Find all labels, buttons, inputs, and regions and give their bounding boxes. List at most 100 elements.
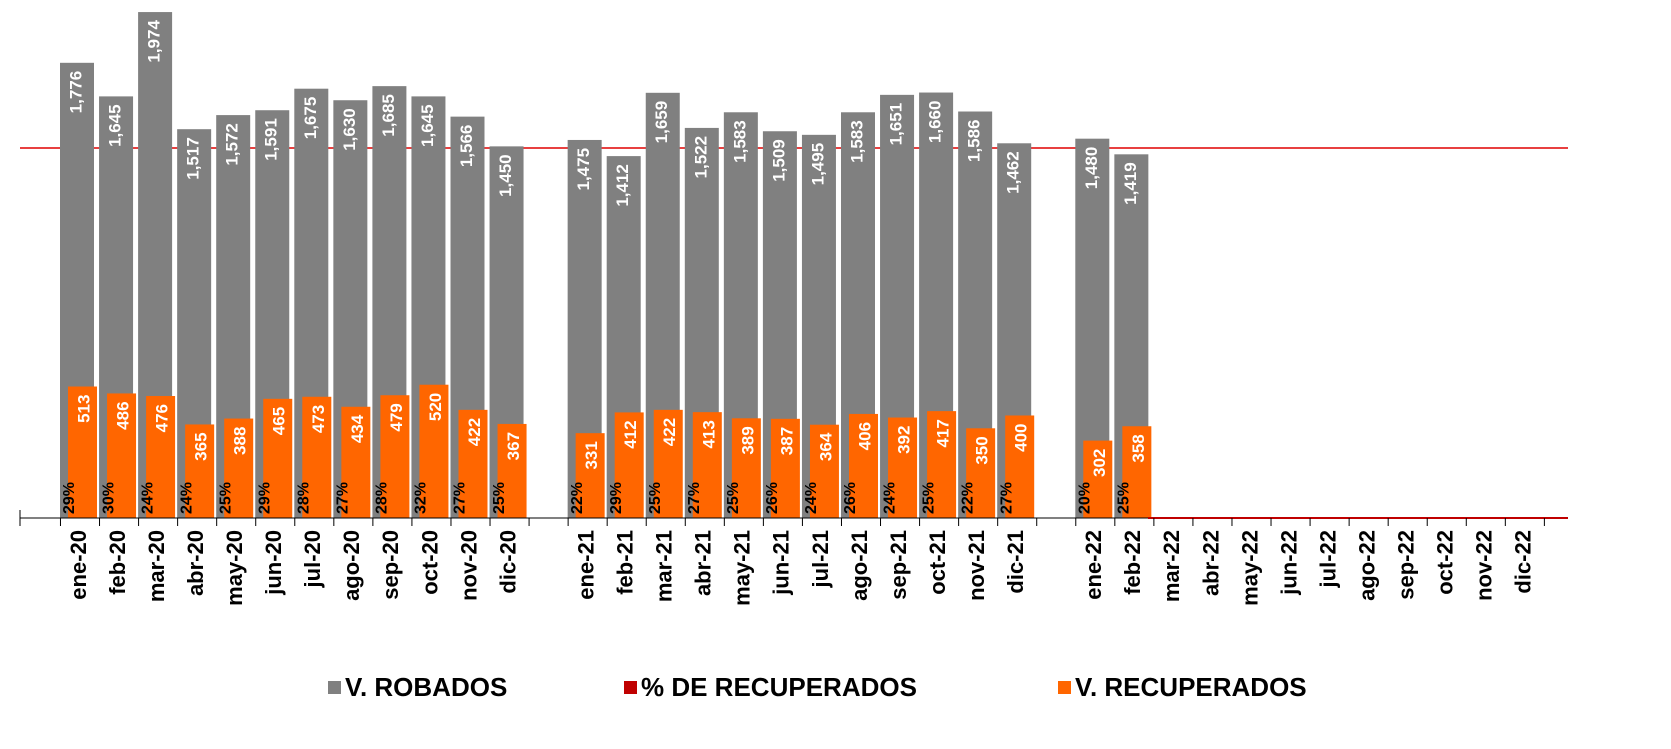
bar xyxy=(380,395,410,518)
data-label: 413 xyxy=(699,420,718,448)
x-tick-label: jul-21 xyxy=(808,530,833,588)
data-label: 26% xyxy=(842,482,859,514)
x-tick-label: nov-22 xyxy=(1472,530,1497,601)
x-tick-label: sep-20 xyxy=(378,530,403,600)
data-label: 24% xyxy=(139,482,156,514)
x-tick-label: mar-21 xyxy=(652,530,677,602)
x-tick-label: oct-21 xyxy=(925,530,950,595)
x-tick-label: feb-22 xyxy=(1120,530,1145,595)
data-label: 1,675 xyxy=(301,97,320,140)
data-label: 20% xyxy=(1077,482,1094,514)
x-tick-label: ago-22 xyxy=(1354,530,1379,601)
data-label: 1,974 xyxy=(145,20,164,63)
data-label: 486 xyxy=(114,401,133,429)
data-label: 364 xyxy=(816,432,835,461)
data-label: 331 xyxy=(582,441,601,469)
bar xyxy=(302,396,332,518)
plot: 1,776 513 29% 1,645 486 30% 1,974 476 24% 1,517 36… xyxy=(60,12,1152,519)
data-label: 1,586 xyxy=(965,120,984,163)
data-label: 302 xyxy=(1090,449,1109,477)
x-tick-label: feb-21 xyxy=(613,530,638,595)
data-label: 1,659 xyxy=(652,101,671,144)
data-label: 29% xyxy=(608,482,625,514)
data-label: 28% xyxy=(296,482,313,514)
data-label: 27% xyxy=(335,482,352,514)
data-label: 1,522 xyxy=(691,136,710,179)
bar xyxy=(849,413,878,518)
data-label: 25% xyxy=(217,482,234,514)
bar xyxy=(458,409,488,518)
x-tick-label: abr-21 xyxy=(691,530,716,596)
bar xyxy=(1005,415,1035,518)
bar xyxy=(731,418,761,518)
x-tick-label: ene-20 xyxy=(66,530,91,600)
x-tick-label: ene-22 xyxy=(1081,530,1106,600)
bar xyxy=(146,396,176,518)
data-label: 389 xyxy=(738,426,757,454)
x-tick-label: oct-20 xyxy=(417,530,442,595)
x-tick-label: jun-22 xyxy=(1276,530,1301,596)
x-tick-label: abr-22 xyxy=(1198,530,1223,596)
data-label: 22% xyxy=(959,482,976,514)
legend-swatch xyxy=(328,681,341,694)
x-tick-label: ago-21 xyxy=(847,530,872,601)
legend-label: V. RECUPERADOS xyxy=(1075,672,1307,702)
x-tick-label: sep-22 xyxy=(1394,530,1419,600)
bar xyxy=(419,384,449,518)
x-tick-label: may-22 xyxy=(1237,530,1262,606)
data-label: 30% xyxy=(100,482,117,514)
data-label: 25% xyxy=(491,482,508,514)
x-tick-label: mar-20 xyxy=(144,530,169,602)
bar xyxy=(1122,426,1152,518)
data-label: 1,419 xyxy=(1121,162,1140,205)
x-tick-label: ene-21 xyxy=(573,530,598,600)
x-tick-label: dic-20 xyxy=(495,530,520,594)
data-label: 1,651 xyxy=(887,103,906,146)
legend-swatch xyxy=(1058,681,1071,694)
data-label: 28% xyxy=(374,482,391,514)
data-label: 1,583 xyxy=(847,120,866,163)
data-label: 1,566 xyxy=(457,125,476,168)
bar xyxy=(497,423,527,518)
x-tick-label: jul-22 xyxy=(1315,530,1340,588)
data-label: 1,645 xyxy=(418,104,437,147)
data-label: 1,572 xyxy=(223,123,242,166)
data-label: 365 xyxy=(192,432,211,460)
data-label: 1,412 xyxy=(613,164,632,207)
data-label: 434 xyxy=(348,414,367,443)
data-label: 24% xyxy=(803,482,820,514)
bar xyxy=(1083,440,1113,518)
bar xyxy=(966,428,996,518)
bar xyxy=(341,406,371,518)
data-label: 1,509 xyxy=(769,139,788,182)
data-label: 25% xyxy=(920,482,937,514)
legend-label: V. ROBADOS xyxy=(345,672,507,702)
data-label: 1,591 xyxy=(262,118,281,161)
data-label: 27% xyxy=(686,482,703,514)
data-label: 1,583 xyxy=(730,120,749,163)
data-label: 473 xyxy=(309,405,328,433)
x-tick-label: oct-22 xyxy=(1433,530,1458,595)
x-tick-label: abr-20 xyxy=(183,530,208,596)
data-label: 1,480 xyxy=(1082,147,1101,190)
data-label: 412 xyxy=(621,420,640,448)
legend: V. ROBADOS % DE RECUPERADOS V. RECUPERADOS xyxy=(328,672,1307,702)
x-tick-label: jun-21 xyxy=(769,530,794,596)
data-label: 29% xyxy=(256,482,273,514)
data-label: 388 xyxy=(231,427,250,455)
bar xyxy=(224,418,254,518)
bar xyxy=(692,412,722,518)
data-label: 367 xyxy=(504,432,523,460)
data-label: 1,685 xyxy=(379,94,398,137)
bar xyxy=(263,398,293,518)
data-label: 29% xyxy=(61,482,78,514)
data-label: 1,495 xyxy=(808,143,827,186)
x-tick-label: may-21 xyxy=(730,530,755,606)
legend-label: % DE RECUPERADOS xyxy=(641,672,917,702)
data-label: 25% xyxy=(647,482,664,514)
data-label: 1,660 xyxy=(926,101,945,144)
x-tick-label: may-20 xyxy=(222,530,247,606)
data-label: 387 xyxy=(777,427,796,455)
x-tick-label: dic-22 xyxy=(1511,530,1536,594)
data-label: 25% xyxy=(725,482,742,514)
